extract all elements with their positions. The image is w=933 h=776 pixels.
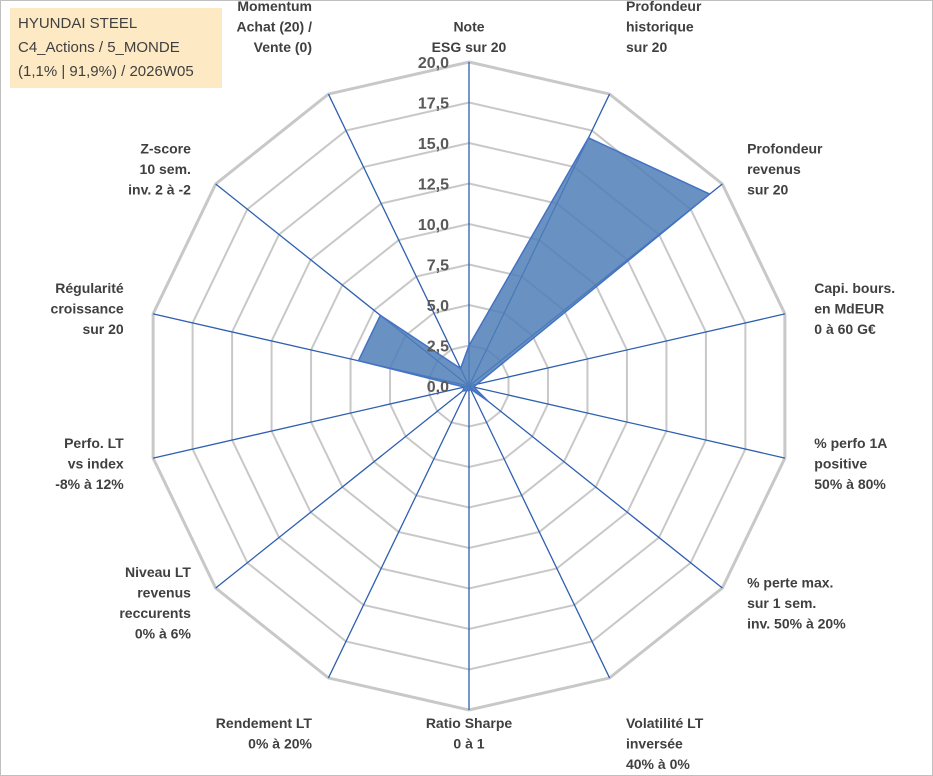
axis-label-line: inv. 2 à -2: [128, 182, 191, 198]
radar-axis-labels: Note ESG sur 20 Profondeur historique sur 20…: [51, 0, 896, 772]
series-point: [476, 383, 478, 385]
axis-label: Niveau LT revenus reccurents 0% à 6%: [119, 564, 191, 642]
axis-spoke: [468, 385, 611, 679]
series-point: [469, 388, 471, 390]
axis-label-line: Profondeur: [626, 0, 702, 14]
axis-label-line: Vente (0): [254, 39, 312, 55]
axis-label-line: Perfo. LT: [64, 435, 124, 451]
axis-label: Volatilité LT inversée 40% à 0%: [626, 715, 704, 772]
axis-label-line: Profondeur: [747, 141, 823, 157]
series-point: [460, 367, 462, 369]
axis-spoke: [152, 385, 470, 459]
axis-label-line: % perte max.: [747, 574, 833, 590]
series-point: [468, 345, 470, 346]
series-point: [587, 137, 589, 139]
tick-label: 0,0: [427, 379, 449, 396]
axis-label: Régularité croissance sur 20: [51, 280, 124, 337]
axis-label-line: sur 20: [626, 39, 667, 55]
axis-spoke: [468, 385, 723, 589]
axis-label-line: reccurents: [119, 605, 191, 621]
axis-label: Profondeur revenus sur 20: [747, 141, 823, 198]
axis-label-line: historique: [626, 19, 694, 35]
series-point: [462, 390, 464, 392]
axis-label-line: 50% à 80%: [814, 476, 886, 492]
axis-label: Capi. bours. en MdEUR 0 à 60 G€: [814, 280, 895, 337]
axis-label-line: Momentum: [237, 0, 312, 14]
tick-label: 20,0: [418, 55, 449, 72]
axis-label-line: sur 20: [747, 182, 788, 198]
axis-label-line: sur 1 sem.: [747, 595, 816, 611]
axis-label-line: 40% à 0%: [626, 756, 690, 772]
axis-label-line: croissance: [51, 301, 124, 317]
radar-tick-labels: 0,0 2,5 5,0 7,5 10,0 12,5 15,0 17,5 20,0: [418, 55, 449, 396]
axis-label-line: 0% à 6%: [135, 626, 192, 642]
axis-label-line: inversée: [626, 736, 683, 752]
axis-label-line: Achat (20) /: [237, 19, 313, 35]
axis-label: Z-score 10 sem. inv. 2 à -2: [128, 141, 191, 198]
axis-label-line: Ratio Sharpe: [426, 715, 513, 731]
axis-label-line: 10 sem.: [140, 161, 191, 177]
radar-series: [357, 136, 712, 402]
axis-label-line: revenus: [137, 585, 191, 601]
axis-label: % perfo 1A positive 50% à 80%: [814, 435, 887, 492]
axis-label: Profondeur historique sur 20: [626, 0, 702, 55]
axis-spoke: [468, 385, 786, 459]
axis-label-line: vs index: [68, 455, 124, 471]
series-point: [473, 386, 475, 388]
series-point: [487, 400, 489, 402]
axis-label-line: -8% à 12%: [55, 476, 124, 492]
axis-label-line: 0 à 1: [453, 736, 484, 752]
info-category: C4_Actions / 5_MONDE: [18, 39, 180, 56]
info-stats: (1,1% | 91,9%) / 2026W05: [18, 63, 194, 80]
axis-spoke: [327, 385, 470, 679]
series-point: [463, 386, 465, 388]
series-point: [466, 389, 468, 391]
axis-label-line: Z-score: [140, 141, 191, 157]
axis-label-line: 0 à 60 G€: [814, 321, 876, 337]
axis-label-line: inv. 50% à 20%: [747, 615, 846, 631]
tick-label: 10,0: [418, 217, 449, 234]
axis-label-line: positive: [814, 455, 867, 471]
axis-label-line: en MdEUR: [814, 301, 884, 317]
tick-label: 17,5: [418, 96, 449, 113]
info-box: HYUNDAI STEEL C4_Actions / 5_MONDE (1,1%…: [10, 8, 222, 88]
axis-label: % perte max. sur 1 sem. inv. 50% à 20%: [747, 574, 846, 631]
axis-label: Ratio Sharpe 0 à 1: [426, 715, 513, 752]
axis-label: Note ESG sur 20: [432, 19, 507, 56]
axis-label-line: Note: [453, 19, 484, 35]
axis-spoke: [327, 93, 470, 387]
tick-label: 5,0: [427, 298, 449, 315]
axis-label-line: ESG sur 20: [432, 39, 507, 55]
series-point: [709, 193, 711, 195]
series-point: [379, 314, 381, 316]
series-area: [357, 136, 712, 402]
info-company-name: HYUNDAI STEEL: [18, 15, 138, 32]
tick-label: 12,5: [418, 177, 449, 194]
axis-label-line: sur 20: [82, 321, 123, 337]
tick-label: 2,5: [427, 339, 449, 356]
axis-label-line: Rendement LT: [216, 715, 313, 731]
series-point: [357, 360, 359, 362]
axis-label-line: 0% à 20%: [248, 736, 312, 752]
axis-label-line: Capi. bours.: [814, 280, 895, 296]
axis-spoke: [468, 313, 786, 387]
axis-spoke: [215, 385, 470, 589]
axis-label-line: Niveau LT: [125, 564, 191, 580]
axis-label: Perfo. LT vs index -8% à 12%: [55, 435, 124, 492]
axis-label-line: % perfo 1A: [814, 435, 887, 451]
axis-label-line: Volatilité LT: [626, 715, 704, 731]
axis-label: Momentum Achat (20) / Vente (0): [237, 0, 313, 55]
tick-label: 7,5: [427, 258, 449, 275]
axis-label-line: revenus: [747, 161, 801, 177]
tick-label: 15,0: [418, 136, 449, 153]
axis-label-line: Régularité: [55, 280, 124, 296]
axis-label: Rendement LT 0% à 20%: [216, 715, 313, 752]
series-point: [468, 390, 470, 392]
